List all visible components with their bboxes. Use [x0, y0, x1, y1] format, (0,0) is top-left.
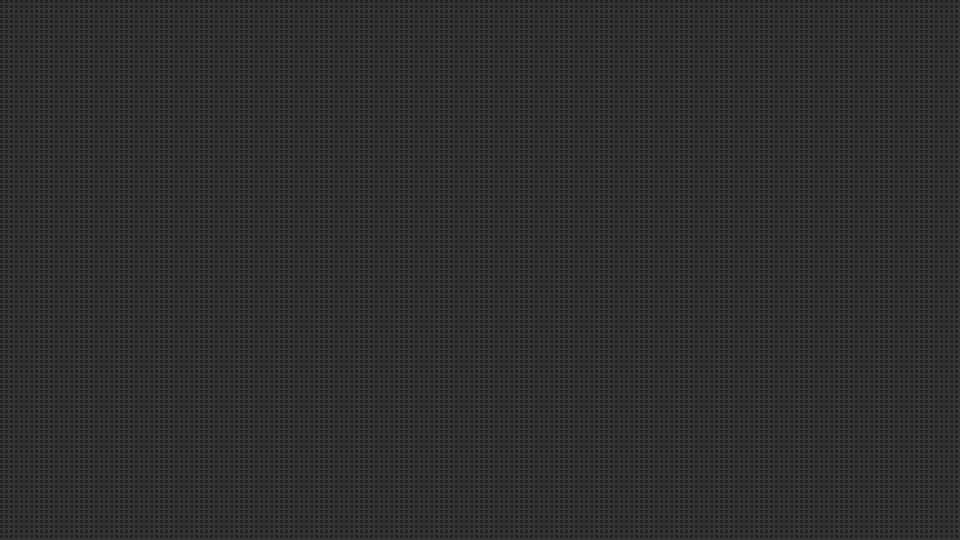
- Text: Right maxillary: Right maxillary: [798, 222, 920, 231]
- Text: Copyright © 2014 John Wiley & Sons, Inc. All rights reserved.: Copyright © 2014 John Wiley & Sons, Inc.…: [265, 524, 695, 537]
- Text: C: C: [72, 193, 84, 212]
- Text: Right external jugular: Right external jugular: [445, 374, 656, 388]
- Text: RANSVERSE SINUS: RANSVERSE SINUS: [82, 231, 218, 246]
- Text: •: •: [43, 373, 56, 394]
- Text: Right
axillary: Right axillary: [466, 457, 530, 476]
- Polygon shape: [506, 403, 875, 510]
- Text: Right lateral view: Right lateral view: [649, 496, 732, 505]
- Text: Superior sagittal sinus: Superior sagittal sinus: [479, 37, 677, 79]
- Text: VEINS OF THE HEAD: VEINS OF THE HEAD: [38, 57, 447, 91]
- Text: XTERNAL JUGULAR: XTERNAL JUGULAR: [82, 376, 219, 391]
- Text: Right
subclavian: Right subclavian: [463, 417, 583, 442]
- Text: Straight sinus: Straight sinus: [504, 154, 656, 168]
- Text: V: V: [72, 447, 84, 465]
- Text: NTERNAL JUGULAR: NTERNAL JUGULAR: [82, 340, 220, 355]
- Text: Great cerebral: Great cerebral: [500, 130, 656, 148]
- Text: Right cavernous
sinus: Right cavernous sinus: [771, 61, 924, 200]
- Ellipse shape: [612, 363, 643, 383]
- Text: •: •: [43, 192, 56, 213]
- Text: IGMOID SINUS: IGMOID SINUS: [82, 303, 186, 319]
- Ellipse shape: [787, 180, 825, 205]
- Ellipse shape: [612, 422, 643, 442]
- Text: •: •: [43, 446, 56, 466]
- Text: AND NECK: AND NECK: [38, 130, 249, 164]
- Text: Inferior petrosal sinus: Inferior petrosal sinus: [471, 256, 619, 266]
- Polygon shape: [606, 65, 811, 261]
- Text: •: •: [43, 265, 56, 285]
- Text: •: •: [43, 301, 56, 321]
- Text: Inferior sagittal sinus: Inferior sagittal sinus: [474, 100, 656, 129]
- Polygon shape: [574, 41, 848, 305]
- Text: Right transverse sinus: Right transverse sinus: [469, 193, 613, 207]
- Text: ERTEBRAL: ERTEBRAL: [82, 448, 156, 463]
- Text: S: S: [72, 410, 84, 429]
- Ellipse shape: [780, 176, 832, 210]
- Ellipse shape: [612, 393, 643, 413]
- Text: Right facial: Right facial: [787, 257, 904, 285]
- Text: •: •: [43, 337, 56, 357]
- Text: S: S: [72, 266, 84, 284]
- Text: AVERNOUS SINUSES: AVERNOUS SINUSES: [82, 195, 230, 210]
- Text: E: E: [72, 374, 84, 393]
- Text: S: S: [72, 302, 84, 320]
- Text: T: T: [72, 230, 84, 248]
- Ellipse shape: [612, 329, 643, 349]
- Text: UBCLAVIAN: UBCLAVIAN: [82, 412, 165, 427]
- Polygon shape: [622, 76, 785, 232]
- Text: •: •: [43, 409, 56, 430]
- Text: Right sigmoid sinus: Right sigmoid sinus: [480, 227, 613, 236]
- Text: Right ophthalmic: Right ophthalmic: [798, 120, 927, 186]
- Bar: [743, 266, 796, 295]
- Text: •: •: [43, 228, 56, 249]
- Text: Right superficial
temporal: Right superficial temporal: [798, 159, 924, 178]
- Text: Right internal jugular: Right internal jugular: [447, 345, 624, 354]
- Text: BRACHIOCEPHALIC: BRACHIOCEPHALIC: [72, 484, 209, 500]
- Text: Superior vena
cava: Superior vena cava: [814, 452, 915, 485]
- Text: Right
brachiocephalic: Right brachiocephalic: [798, 403, 923, 480]
- Text: Right vertebral: Right vertebral: [498, 286, 630, 300]
- Text: I: I: [72, 338, 77, 356]
- Polygon shape: [606, 295, 701, 432]
- Text: AGITTAL SINUS: AGITTAL SINUS: [82, 267, 191, 282]
- Text: •: •: [43, 482, 56, 502]
- Polygon shape: [732, 241, 817, 295]
